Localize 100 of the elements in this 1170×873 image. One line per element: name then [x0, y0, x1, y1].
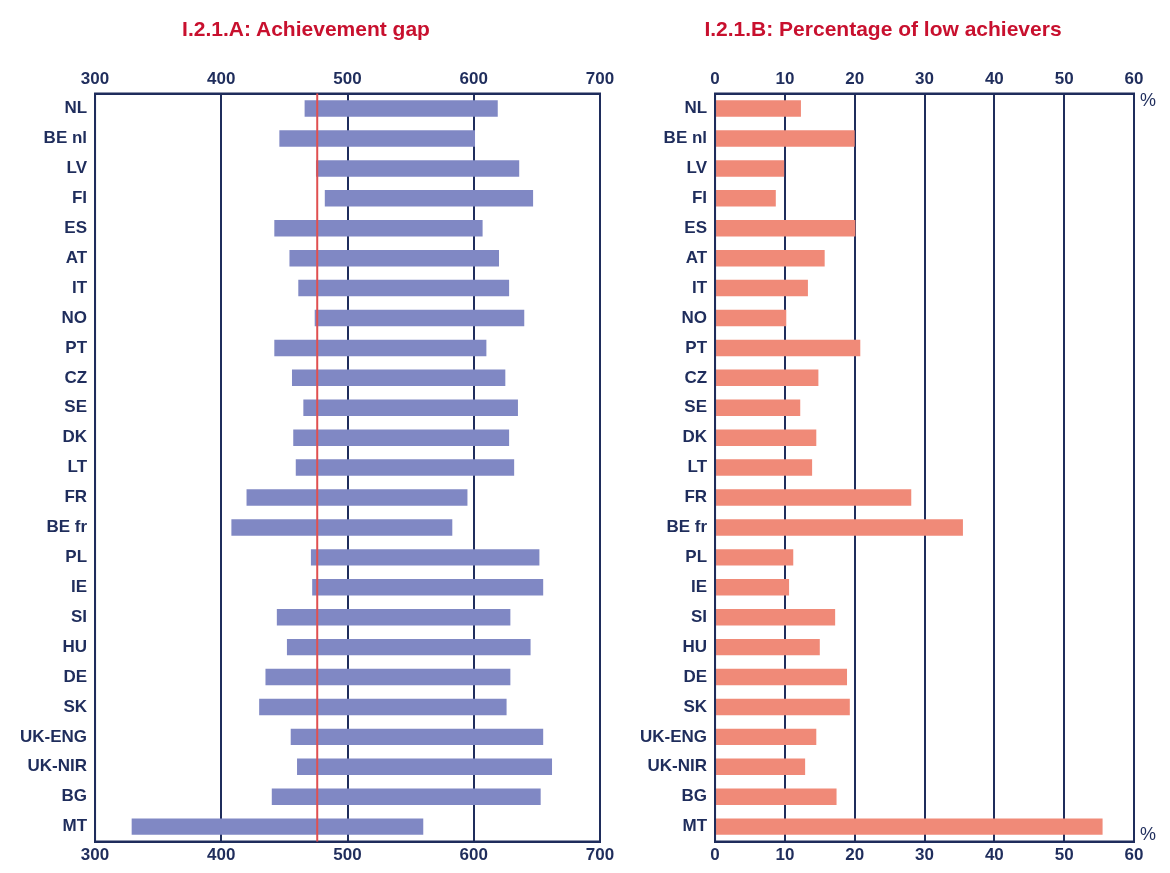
- y-tick-label: AT: [685, 247, 708, 267]
- y-tick-label: NO: [681, 307, 708, 327]
- bar: [716, 608, 836, 626]
- chart-title: I.2.1.A: Achievement gap: [182, 17, 430, 41]
- y-tick-label: HU: [62, 636, 88, 656]
- y-tick-label: FR: [64, 487, 88, 507]
- y-tick-label: CZ: [684, 367, 708, 387]
- y-tick-label: SE: [64, 397, 88, 417]
- bar: [274, 339, 487, 357]
- y-tick-label: LT: [687, 457, 708, 477]
- bar: [310, 549, 540, 566]
- x-axis-title: %: [1140, 823, 1157, 844]
- bar: [716, 519, 963, 536]
- x2-tick-label: 60: [1124, 69, 1144, 89]
- y-tick-label: BE nl: [43, 128, 88, 148]
- x2-tick-label: 500: [333, 69, 362, 89]
- x-tick-label: 20: [845, 845, 865, 865]
- x-tick-label: 500: [333, 845, 362, 865]
- y-tick-label: NO: [61, 307, 88, 327]
- bar: [716, 668, 848, 686]
- y-tick-label: DK: [62, 427, 88, 447]
- bar: [716, 429, 817, 446]
- y-tick-label: PT: [65, 337, 88, 357]
- bar: [246, 489, 468, 506]
- x2-tick-label: 400: [207, 69, 236, 89]
- y-tick-label: AT: [65, 247, 88, 267]
- y-tick-label: LV: [686, 158, 708, 178]
- y-tick-label: DE: [63, 666, 88, 686]
- bar: [286, 638, 531, 656]
- bar: [716, 788, 837, 805]
- y-tick-label: IE: [70, 576, 88, 596]
- y-tick-label: LV: [66, 158, 88, 178]
- y-tick-label: LT: [67, 457, 88, 477]
- x-tick-label: 50: [1054, 845, 1074, 865]
- x-tick-label: 40: [984, 845, 1004, 865]
- x2-tick-label: 50: [1054, 69, 1074, 89]
- bar: [265, 668, 511, 686]
- y-tick-label: CZ: [64, 367, 88, 387]
- y-tick-label: FR: [684, 487, 708, 507]
- y-tick-label: PT: [685, 337, 708, 357]
- x2-tick-label: 600: [459, 69, 488, 89]
- bar: [290, 728, 544, 746]
- y-tick-label: SE: [684, 397, 708, 417]
- bar: [716, 190, 776, 207]
- y-tick-label: IE: [690, 576, 708, 596]
- y-tick-label: FI: [691, 188, 708, 208]
- bar: [716, 728, 817, 746]
- y-tick-label: FI: [71, 188, 88, 208]
- bar: [279, 130, 476, 147]
- x-tick-label: 700: [585, 845, 615, 865]
- bar: [293, 429, 510, 446]
- bar: [716, 369, 819, 387]
- bar: [276, 608, 511, 626]
- bar: [314, 309, 525, 327]
- y-tick-label: MT: [682, 816, 708, 836]
- y-tick-label: BE fr: [46, 517, 88, 537]
- y-tick-label: PL: [65, 547, 88, 567]
- y-tick-label: ES: [684, 217, 708, 237]
- y-tick-label: MT: [62, 816, 88, 836]
- y-tick-label: UK-ENG: [639, 726, 708, 746]
- y-tick-label: SK: [683, 696, 708, 716]
- bar: [259, 698, 507, 716]
- x2-tick-label: 300: [80, 69, 110, 89]
- x2-tick-label: 20: [845, 69, 865, 89]
- x2-tick-label: 40: [984, 69, 1004, 89]
- bar: [295, 459, 515, 476]
- bar: [716, 758, 806, 776]
- bar: [716, 339, 861, 357]
- bar: [289, 249, 500, 267]
- chart-title: I.2.1.B: Percentage of low achievers: [704, 17, 1062, 41]
- x2-tick-label: 0: [710, 69, 720, 89]
- bar: [716, 279, 808, 297]
- bar: [231, 519, 453, 536]
- bar: [716, 638, 820, 656]
- y-tick-label: ES: [64, 217, 88, 237]
- bar: [716, 399, 801, 416]
- y-tick-label: UK-NIR: [27, 756, 88, 776]
- bar: [315, 160, 520, 177]
- y-tick-label: BE nl: [663, 128, 708, 148]
- y-tick-label: BG: [681, 786, 708, 806]
- bar: [716, 459, 813, 476]
- bar: [303, 399, 518, 416]
- y-tick-label: IT: [71, 277, 88, 297]
- bar: [271, 788, 541, 805]
- y-tick-label: DE: [683, 666, 708, 686]
- x-tick-label: 600: [459, 845, 488, 865]
- bar: [716, 818, 1103, 835]
- x-tick-label: 10: [775, 845, 795, 865]
- y-tick-label: NL: [64, 98, 88, 118]
- bar: [312, 579, 544, 596]
- bar: [716, 309, 787, 327]
- bar: [304, 100, 498, 117]
- bar: [716, 549, 794, 566]
- y-tick-label: IT: [691, 277, 708, 297]
- bar: [324, 190, 534, 207]
- bar: [298, 279, 510, 297]
- y-tick-label: SK: [63, 696, 88, 716]
- bar: [131, 818, 424, 835]
- y-tick-label: UK-NIR: [647, 756, 708, 776]
- y-tick-label: NL: [684, 98, 708, 118]
